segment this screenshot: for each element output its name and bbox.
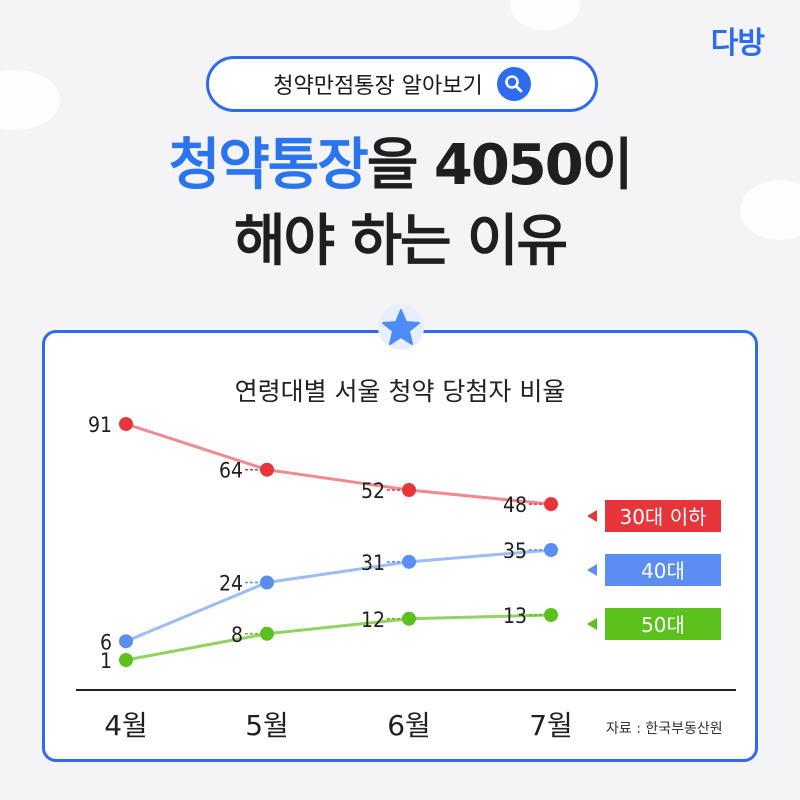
brand-logo: 다방 (710, 26, 765, 61)
data-point (260, 462, 274, 477)
legend-label: 50대 (641, 613, 685, 637)
headline-line1: 청약통장을 4050이 (0, 128, 800, 204)
x-tick-label: 4월 (104, 709, 148, 742)
data-point (260, 575, 274, 590)
data-point (260, 626, 274, 641)
legend-marker (587, 510, 597, 522)
series-line (125, 422, 552, 506)
legend-box (605, 500, 721, 532)
series-line (125, 613, 552, 662)
legend-label: 40대 (641, 559, 685, 583)
chart-title: 연령대별 서울 청약 당첨자 비율 (234, 377, 566, 406)
data-label: 6 (100, 630, 112, 654)
data-label: 31 (361, 551, 385, 575)
search-icon[interactable] (496, 67, 531, 101)
data-point (402, 483, 416, 497)
data-label: 48 (503, 493, 527, 517)
legend-marker (587, 564, 597, 576)
headline-accent: 청약통장 (168, 133, 369, 198)
data-point (402, 611, 416, 626)
data-label: 1 (100, 649, 112, 673)
data-point (544, 497, 558, 512)
headline-line2: 해야 하는 이유 (233, 209, 568, 274)
headline-line1-rest: 을 4050이 (366, 133, 633, 198)
data-label: 91 (88, 413, 112, 437)
x-tick-label: 6월 (387, 709, 431, 742)
legend-label: 30대 이하 (619, 505, 706, 529)
search-bar[interactable]: 청약만점통장 알아보기 (206, 56, 598, 112)
legend-marker (587, 618, 597, 630)
data-point (402, 554, 416, 569)
data-label: 24 (219, 572, 243, 596)
page-headline: 청약통장을 4050이 해야 하는 이유 (0, 128, 800, 280)
x-tick-label: 7월 (529, 709, 573, 742)
data-point (119, 653, 133, 667)
series-line (125, 548, 552, 643)
source-note: 자료 : 한국부동산원 (606, 721, 723, 737)
data-point (544, 543, 558, 557)
data-label: 8 (231, 623, 243, 647)
data-label: 12 (361, 608, 385, 632)
data-label: 35 (503, 539, 527, 563)
legend-box (605, 608, 721, 640)
data-point (119, 634, 133, 649)
data-label: 52 (361, 479, 385, 503)
data-point (119, 417, 133, 431)
background-ring (740, 180, 800, 240)
data-label: 13 (503, 604, 527, 628)
star-icon (378, 304, 424, 350)
data-label: 64 (219, 459, 243, 483)
data-point (544, 608, 558, 622)
x-tick-label: 5월 (245, 709, 289, 742)
search-label: 청약만점통장 알아보기 (273, 74, 483, 99)
legend-box (605, 554, 721, 586)
